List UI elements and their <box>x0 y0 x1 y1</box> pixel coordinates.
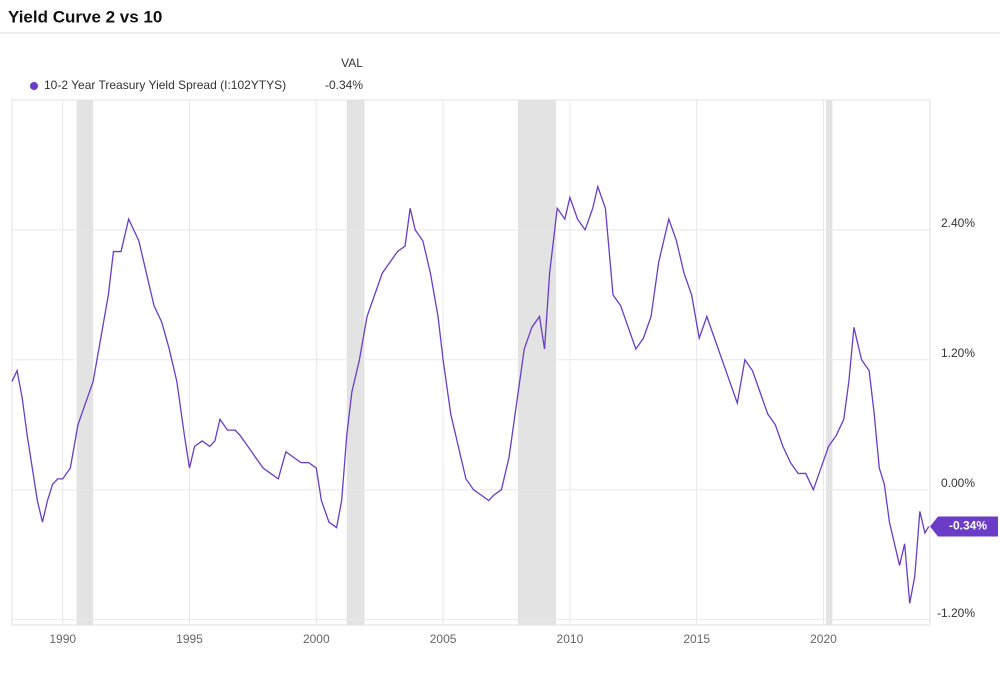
value-flag-label: -0.34% <box>949 519 987 533</box>
recession-band <box>517 100 556 625</box>
x-tick-label: 1990 <box>49 632 76 646</box>
y-tick-label: -1.20% <box>937 606 975 620</box>
y-tick-label: 2.40% <box>941 216 975 230</box>
y-tick-label: 1.20% <box>941 346 975 360</box>
legend-value: -0.34% <box>325 78 363 92</box>
plot-area <box>11 99 931 626</box>
x-tick-label: 2010 <box>557 632 584 646</box>
x-tick-label: 2015 <box>683 632 710 646</box>
x-tick-label: 1995 <box>176 632 203 646</box>
x-tick-label: 2020 <box>810 632 837 646</box>
x-tick-label: 2005 <box>430 632 457 646</box>
recession-band <box>346 100 365 625</box>
chart-title: Yield Curve 2 vs 10 <box>8 7 162 26</box>
recession-band <box>826 100 833 625</box>
recession-band <box>76 100 94 625</box>
legend-dot <box>30 82 38 90</box>
legend-header: VAL <box>341 56 363 70</box>
legend-label[interactable]: 10-2 Year Treasury Yield Spread (I:102YT… <box>44 78 286 92</box>
series-line <box>11 184 930 604</box>
y-tick-label: 0.00% <box>941 476 975 490</box>
value-flag <box>930 516 998 537</box>
x-tick-label: 2000 <box>303 632 330 646</box>
